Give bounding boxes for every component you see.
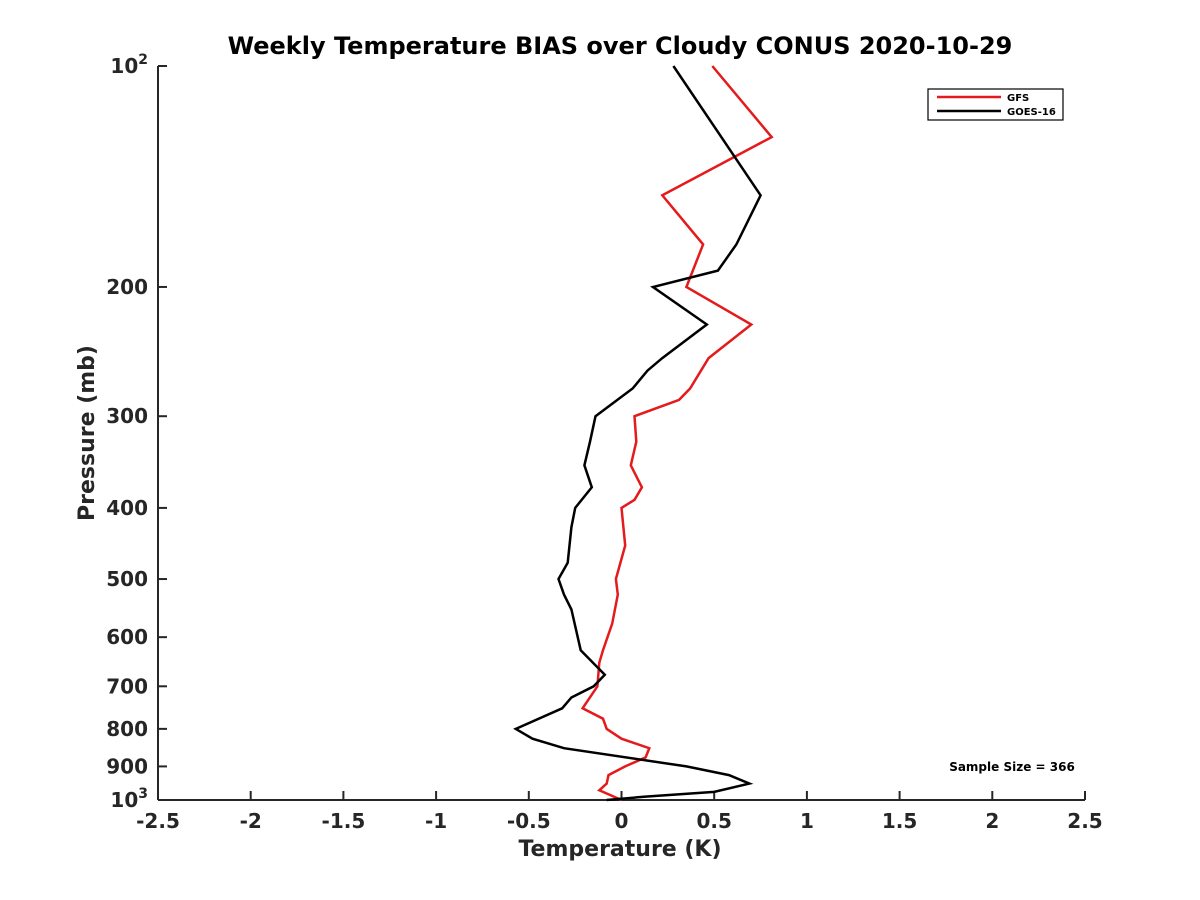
x-tick-label: 0 [615, 809, 629, 833]
y-tick-label: 500 [106, 567, 148, 591]
y-tick-label: 700 [106, 674, 148, 698]
y-tick-base: 10 [110, 54, 138, 78]
x-tick-label: 1 [800, 809, 814, 833]
y-tick-label: 102 [110, 52, 148, 78]
x-tick-label: -0.5 [507, 809, 551, 833]
y-tick-label: 900 [106, 754, 148, 778]
legend-box [927, 88, 1064, 121]
sample-size-annotation: Sample Size = 366 [949, 760, 1075, 774]
y-tick-exponent: 2 [138, 52, 148, 68]
chart-title: Weekly Temperature BIAS over Cloudy CONU… [228, 32, 1013, 60]
x-axis-label: Temperature (K) [518, 837, 721, 862]
x-tick-label: -1 [425, 809, 447, 833]
series-line-goes16 [513, 65, 763, 802]
y-tick-base: 10 [110, 788, 138, 812]
y-tick-exponent: 3 [138, 786, 148, 802]
y-axis-label: Pressure (mb) [75, 345, 100, 521]
x-tick-label: 0.5 [696, 809, 731, 833]
y-tick-label: 800 [106, 717, 148, 741]
legend: GFS GOES-16 [927, 88, 1064, 121]
x-tick-label: -1.5 [322, 809, 366, 833]
y-tick-label: 400 [106, 496, 148, 520]
series-layer [513, 65, 774, 802]
x-tick-label: 2 [985, 809, 999, 833]
y-tick-label: 103 [110, 786, 148, 812]
legend-label-goes16: GOES-16 [1007, 107, 1056, 118]
y-tick-label: 600 [106, 625, 148, 649]
y-tick-label: 200 [106, 275, 148, 299]
x-tick-label: 2.5 [1067, 809, 1102, 833]
series-line-gfs [580, 65, 774, 802]
legend-label-gfs: GFS [1007, 93, 1029, 104]
x-tick-label: 1.5 [882, 809, 917, 833]
y-tick-label: 300 [106, 404, 148, 428]
x-tick-label: -2 [240, 809, 262, 833]
x-tick-label: -2.5 [136, 809, 180, 833]
axes: -2.5 -2 -1.5 -1 -0.5 0 0.5 1 1.5 2 2.5102200300400… [106, 52, 1102, 833]
